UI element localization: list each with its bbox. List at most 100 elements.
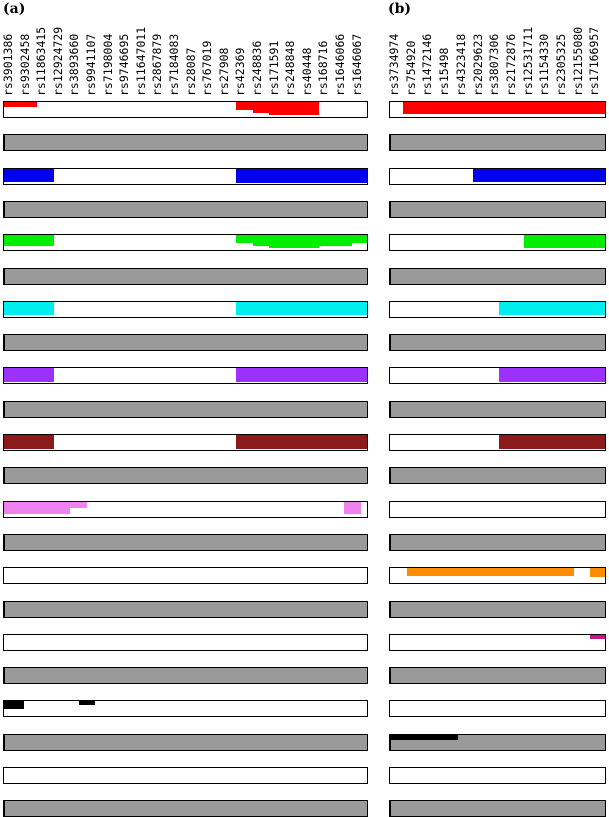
gray-track	[3, 134, 368, 152]
snp-label: rs767019	[200, 40, 215, 96]
haplotype-track	[389, 767, 606, 784]
snp-label: rs248848	[283, 40, 298, 96]
track-segment	[4, 235, 54, 246]
track-segment	[498, 368, 605, 382]
track-segment	[252, 235, 270, 246]
haplotype-track	[389, 434, 606, 451]
snp-label: rs7198004	[100, 33, 115, 96]
gray-track	[389, 334, 606, 352]
haplotype-track	[389, 300, 606, 318]
track-segment	[236, 235, 253, 244]
haplotype-track	[3, 367, 368, 385]
snp-label: rs9302458	[17, 33, 32, 96]
gray-track	[3, 800, 368, 817]
snp-label: rs3734974	[387, 33, 401, 96]
track-segment	[498, 301, 605, 316]
snp-label: rs3901386	[1, 33, 15, 96]
snp-label: rs9941107	[84, 33, 98, 96]
haplotype-track	[3, 767, 368, 784]
snp-label: rs12155080	[570, 26, 585, 96]
snp-label: rs27908	[216, 47, 231, 96]
track-segment	[78, 701, 96, 706]
haplotype-track	[3, 434, 368, 451]
haplotype-track	[389, 633, 606, 651]
haplotype-track	[3, 300, 368, 318]
snp-label: rs15498	[437, 47, 452, 96]
track-segment	[269, 235, 320, 248]
gray-track	[3, 600, 368, 618]
snp-label: rs1154330	[537, 33, 552, 96]
track-segment	[352, 235, 367, 243]
track-segment	[236, 168, 367, 183]
track-segment	[4, 501, 71, 514]
gray-track	[389, 533, 606, 551]
snp-label: rs40448	[299, 47, 314, 96]
track-segment	[4, 701, 24, 709]
track-segment	[4, 368, 54, 382]
snp-label: rs12531711	[520, 26, 535, 96]
haplotype-track	[389, 700, 606, 718]
snp-label: rs9746695	[117, 33, 132, 96]
haplotype-track	[3, 567, 368, 585]
haplotype-track	[3, 167, 368, 185]
track-segment	[344, 501, 361, 514]
gray-track	[389, 400, 606, 418]
snp-label: rs12924729	[50, 26, 65, 96]
haplotype-track	[389, 167, 606, 185]
gray-track	[389, 200, 606, 218]
gray-track	[3, 334, 368, 352]
haplotype-track	[389, 567, 606, 585]
haplotype-track	[3, 101, 368, 118]
gray-track	[389, 134, 606, 152]
track-segment	[590, 568, 605, 578]
snp-label: rs2172876	[503, 33, 518, 96]
haplotype-track	[389, 367, 606, 385]
snp-label: rs168716	[316, 40, 331, 96]
gray-track	[389, 267, 606, 285]
snp-label: rs171591	[266, 40, 281, 96]
panel-b-label: (b)	[388, 1, 412, 17]
track-segment	[252, 102, 270, 114]
snp-label: rs4323418	[453, 33, 468, 96]
haplotype-track	[3, 633, 368, 651]
gray-track	[3, 467, 368, 485]
track-segment	[236, 301, 367, 316]
track-segment	[4, 301, 54, 316]
track-segment	[523, 235, 605, 248]
snp-label: rs2305325	[554, 33, 568, 96]
gray-track	[389, 467, 606, 485]
track-segment	[236, 368, 367, 382]
snp-label: rs42369	[233, 47, 248, 96]
snp-label: rs7184083	[167, 33, 181, 96]
gray-track	[3, 200, 368, 218]
gray-track	[3, 400, 368, 418]
track-segment	[391, 734, 458, 740]
gray-track	[389, 600, 606, 618]
snp-label: rs28087	[183, 47, 198, 96]
gray-track	[3, 533, 368, 551]
track-segment	[406, 568, 574, 577]
track-segment	[473, 168, 605, 183]
snp-label: rs3893660	[67, 33, 82, 96]
track-segment	[269, 102, 320, 115]
track-segment	[236, 435, 367, 449]
snp-label: rs1646066	[333, 33, 347, 96]
snp-label: rs2867879	[150, 33, 165, 96]
gray-track	[389, 667, 606, 685]
track-segment	[4, 168, 54, 183]
track-segment	[403, 102, 605, 114]
haplotype-track	[389, 234, 606, 252]
track-segment	[70, 501, 87, 508]
gray-track	[3, 667, 368, 685]
panel-a-label: (a)	[3, 1, 26, 17]
track-segment	[319, 235, 353, 247]
gray-track	[389, 800, 606, 817]
track-segment	[590, 634, 605, 640]
snp-label: rs1472146	[420, 33, 435, 96]
snp-label: rs754920	[403, 40, 418, 96]
haplotype-track	[3, 500, 368, 518]
snp-label: rs3807306	[487, 33, 502, 96]
snp-label: rs1646067	[349, 33, 364, 96]
gray-track	[3, 267, 368, 285]
snp-label: rs2029623	[470, 33, 485, 96]
